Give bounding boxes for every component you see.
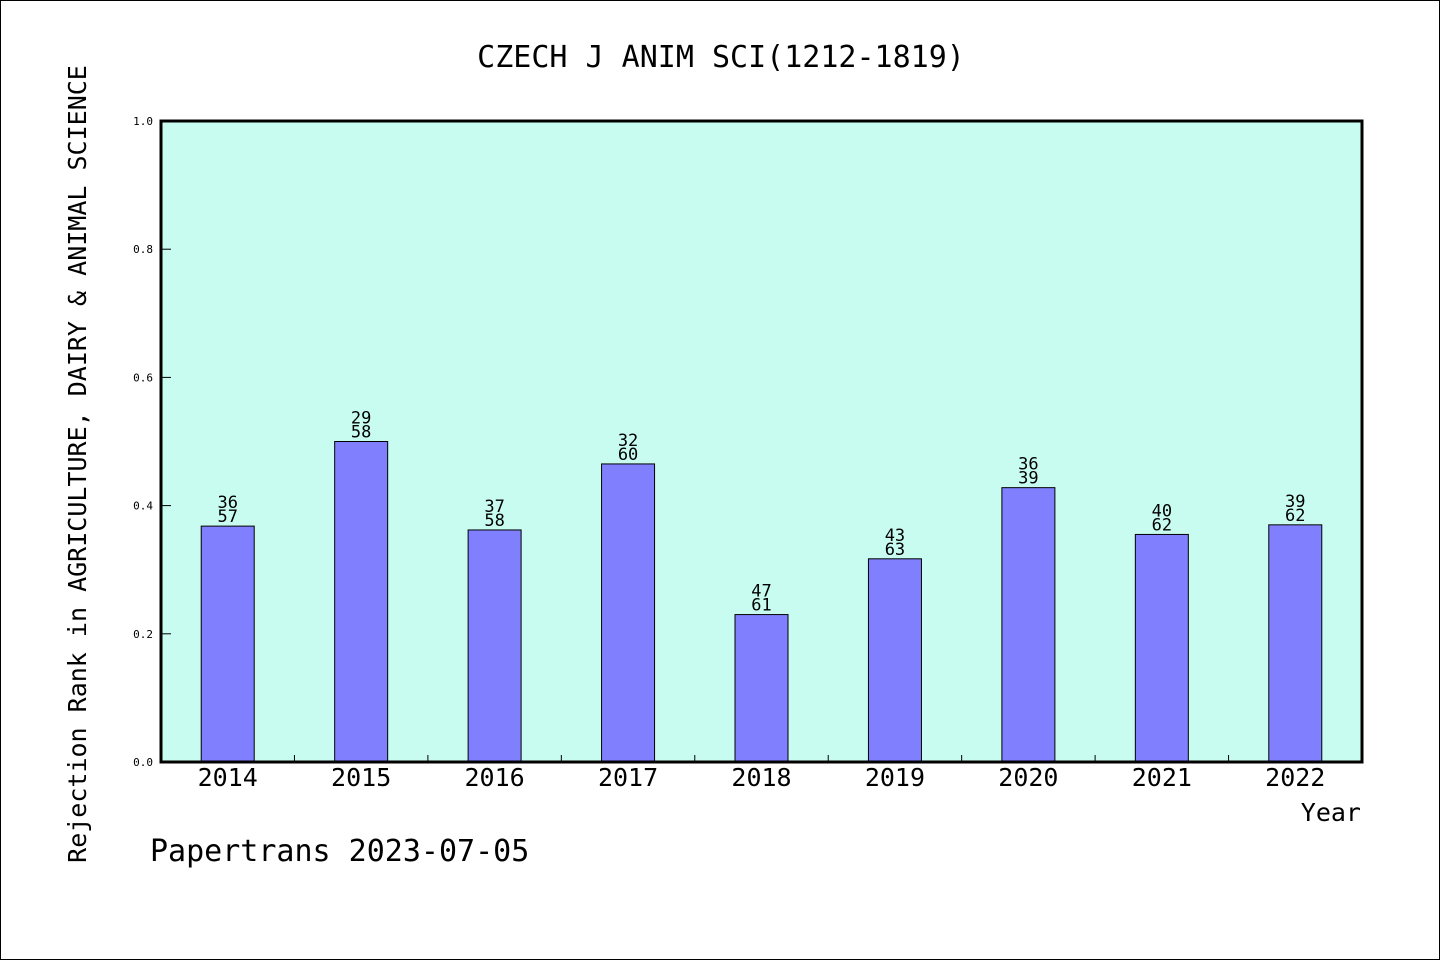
bar — [1134, 533, 1189, 763]
footer-credit: Papertrans 2023-07-05 — [150, 834, 530, 869]
y-tick-label: 0.0 — [133, 756, 153, 769]
bar — [334, 441, 389, 763]
x-tick-label: 2017 — [598, 763, 658, 792]
y-axis-label: Rejection Rank in AGRICULTURE, DAIRY & A… — [63, 65, 92, 863]
x-tick-label: 2020 — [998, 763, 1058, 792]
bar — [867, 558, 922, 763]
bar-label-top: 29 — [351, 409, 371, 429]
bar-label-bottom: 62 — [1152, 515, 1172, 535]
bar — [200, 525, 255, 763]
bar-label-bottom: 58 — [484, 511, 504, 531]
x-tick-label: 2016 — [465, 763, 525, 792]
bar-label-top: 40 — [1152, 501, 1172, 521]
bar-label-bottom: 39 — [1018, 469, 1038, 489]
bars — [200, 441, 1323, 763]
bar — [1268, 524, 1323, 763]
bar-label-top: 39 — [1285, 492, 1305, 512]
bar-label-bottom: 61 — [751, 596, 771, 616]
x-axis-label: Year — [1301, 798, 1361, 827]
y-tick-label: 1.0 — [133, 115, 153, 128]
y-tick-label: 0.2 — [133, 628, 153, 641]
y-tick-label: 0.4 — [133, 500, 153, 513]
y-axis: 0.0 0.2 0.4 0.6 0.8 1.0 — [133, 115, 171, 769]
bar-label-top: 47 — [751, 582, 771, 602]
bar — [734, 614, 789, 763]
bar-label-bottom: 62 — [1285, 506, 1305, 526]
chart-title: CZECH J ANIM SCI(1212-1819) — [477, 40, 965, 75]
bar — [601, 463, 656, 763]
x-tick-label: 2021 — [1132, 763, 1192, 792]
y-tick-label: 0.6 — [133, 371, 153, 384]
x-tick-label: 2014 — [198, 763, 258, 792]
x-tick-label: 2022 — [1265, 763, 1325, 792]
bar — [1001, 487, 1056, 763]
x-tick-label: 2018 — [731, 763, 791, 792]
plot-frame — [159, 119, 1364, 764]
x-axis: 2014 2015 2016 2017 2018 2019 2020 2021 2022 — [198, 755, 1325, 792]
bar-label-top: 36 — [1018, 455, 1038, 475]
bar-label-top: 43 — [885, 526, 905, 546]
x-tick-label: 2015 — [331, 763, 391, 792]
bar-label-top: 37 — [484, 497, 504, 517]
bar-label-bottom: 58 — [351, 423, 371, 443]
bar-label-bottom: 60 — [618, 445, 638, 465]
bar — [467, 529, 522, 763]
bar-label-top: 36 — [217, 493, 237, 513]
bar-label-bottom: 63 — [885, 540, 905, 560]
bar-label-top: 32 — [618, 431, 638, 451]
y-tick-label: 0.8 — [133, 243, 153, 256]
bar-label-bottom: 57 — [217, 507, 237, 527]
x-tick-label: 2019 — [865, 763, 925, 792]
